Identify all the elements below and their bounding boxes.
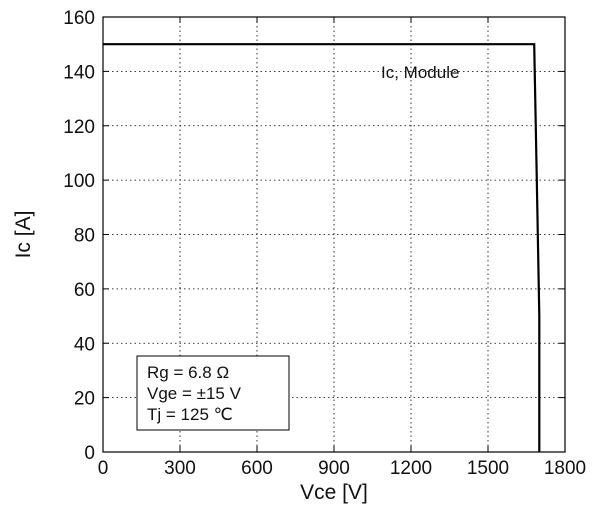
y-axis-label: Ic [A] [12,211,35,259]
y-tick-label: 140 [63,62,95,83]
y-tick-label: 160 [63,8,95,29]
x-tick-label: 300 [164,458,196,479]
series-line-ic-module [103,43,541,452]
x-tick-label: 0 [98,458,109,479]
condition-rg: Rg = 6.8 Ω [147,363,229,382]
x-tick-label: 1500 [467,458,509,479]
x-tick-label: 1800 [544,458,586,479]
series-layer [103,43,541,452]
condition-tj: Tj = 125 ℃ [147,405,233,424]
x-tick-label: 600 [241,458,273,479]
y-tick-label: 20 [74,389,95,410]
condition-vge: Vge = ±15 V [147,384,242,403]
series-label: Ic, Module [381,63,459,82]
conditions-box: Rg = 6.8 Ω Vge = ±15 V Tj = 125 ℃ [136,355,290,431]
y-tick-label: 100 [63,171,95,192]
x-axis-label: Vce [V] [300,481,368,504]
y-tick-label: 60 [74,280,95,301]
grid-layer [103,17,565,452]
x-tick-label: 1200 [390,458,432,479]
label-layer: 0 300 600 900 1200 1500 1800 0 20 40 60 80 100 120 140… [63,8,586,479]
conditions-box-frame [136,355,290,431]
tick-layer [102,16,566,453]
y-tick-label: 120 [63,117,95,138]
x-tick-label: 900 [318,458,350,479]
y-tick-label: 80 [74,226,95,247]
y-tick-label: 40 [74,334,95,355]
y-tick-label: 0 [84,443,95,464]
